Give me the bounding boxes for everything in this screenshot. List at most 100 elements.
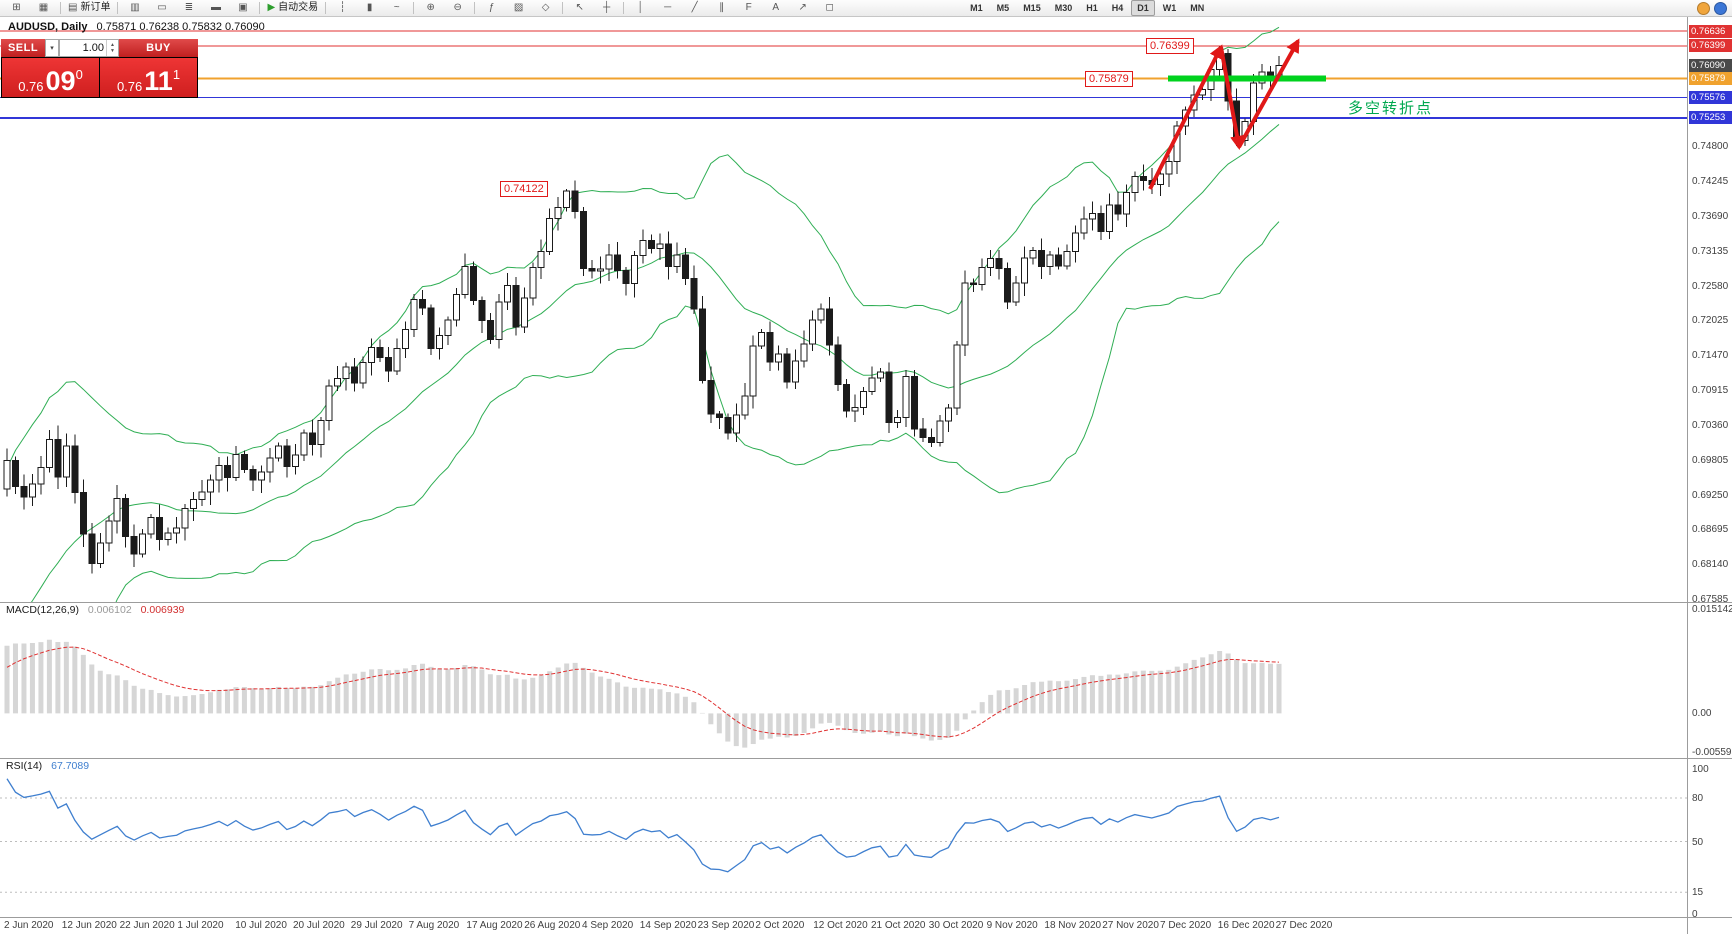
bar-chart-icon[interactable]: ┆ (330, 0, 355, 17)
panel-separators (0, 17, 1732, 934)
price-callout[interactable]: 0.75879 (1085, 71, 1133, 87)
toolbar-separator (413, 2, 415, 14)
sell-button[interactable]: SELL (1, 39, 45, 57)
timeframe-h1[interactable]: H1 (1086, 3, 1098, 13)
price-callout[interactable]: 0.74122 (500, 181, 548, 197)
zoom-in-icon[interactable]: ⊕ (418, 0, 443, 17)
toolbar-separator (562, 2, 564, 14)
chart-profiles-icon[interactable]: ▦ (31, 0, 56, 17)
buy-button[interactable]: BUY (119, 39, 198, 57)
channel-icon[interactable]: ∥ (709, 0, 734, 17)
cursor-icon[interactable]: ↖ (567, 0, 592, 17)
shapes-icon[interactable]: ◻ (817, 0, 842, 17)
bar-chart-icon: ┆ (339, 2, 346, 13)
chart-title: AUDUSD, Daily 0.75871 0.76238 0.75832 0.… (8, 21, 265, 33)
rsi-indicator-label: RSI(14) 67.7089 (6, 760, 89, 772)
shapes-icon: ◻ (825, 2, 834, 13)
macd-panel (4, 639, 1282, 748)
trendline-icon[interactable]: ╱ (682, 0, 707, 17)
trend-arrows[interactable] (1148, 38, 1300, 190)
indicators-icon: ƒ (488, 2, 495, 13)
buy-price-point: 1 (172, 67, 181, 82)
market-watch-icon: ▥ (130, 2, 140, 13)
sell-price-point: 0 (75, 67, 83, 82)
autotrade-button-label: 自动交易 (278, 2, 319, 13)
market-watch-icon[interactable]: ▥ (122, 0, 147, 17)
chevron-down-icon: ▾ (50, 45, 54, 52)
timeframe-m1[interactable]: M1 (970, 3, 983, 13)
horizontal-line-icon: ─ (664, 2, 672, 13)
buy-price-display[interactable]: 0.76 11 1 (100, 58, 197, 97)
navigator-icon[interactable]: ≣ (176, 0, 201, 17)
navigator-icon: ≣ (184, 2, 194, 13)
terminal-icon: ▬ (210, 2, 221, 13)
support-bar[interactable] (1168, 75, 1326, 82)
text-label-icon: A (772, 2, 779, 13)
new-order-button[interactable]: ▤ 新订单 (65, 0, 113, 17)
timeframe-m5[interactable]: M5 (996, 3, 1010, 13)
strategy-tester-icon[interactable]: ▣ (230, 0, 255, 17)
macd-main-value: 0.006102 (87, 604, 132, 616)
main-toolbar: ⊞ ▦ ▤ 新订单 ▥ ▭ ≣ ▬ ▣ ▶ 自动交易 ┆ ▮ ~ ⊕ ⊖ ƒ ▨ ◇ ↖ ┼ │ ─ ╱ ∥ F A ↗ ◻ M1 M5 M1… (0, 0, 1732, 17)
volume-dropdown[interactable]: ▾ (45, 39, 59, 57)
indicators-icon[interactable]: ƒ (479, 0, 504, 17)
stepper-down-icon[interactable]: ▼ (110, 48, 115, 54)
text-label-icon[interactable]: A (763, 0, 788, 17)
timeframe-m15[interactable]: M15 (1023, 3, 1041, 13)
volume-field[interactable]: 1.00 ▲ ▼ (59, 39, 119, 57)
community-icon[interactable] (1697, 1, 1710, 15)
candlestick-chart-icon[interactable]: ▮ (357, 0, 382, 17)
zoom-in-icon: ⊕ (426, 2, 435, 13)
toolbar-separator (325, 2, 327, 14)
timeframe-w1[interactable]: W1 (1162, 3, 1177, 13)
vertical-line-icon[interactable]: │ (628, 0, 653, 17)
price-callout[interactable]: 0.76399 (1146, 38, 1194, 54)
horizontal-line-icon[interactable]: ─ (655, 0, 680, 17)
zoom-out-icon[interactable]: ⊖ (445, 0, 470, 17)
rsi-value: 67.7089 (51, 760, 90, 772)
buy-price-prefix: 0.76 (116, 79, 143, 94)
new-chart-icon: ⊞ (12, 2, 21, 13)
volume-value[interactable]: 1.00 (82, 42, 104, 54)
timeframe-d1[interactable]: D1 (1131, 0, 1155, 16)
volume-stepper[interactable]: ▲ ▼ (106, 40, 118, 56)
data-window-icon: ▭ (157, 2, 167, 13)
timeframe-m30[interactable]: M30 (1054, 3, 1073, 13)
data-window-icon[interactable]: ▭ (149, 0, 174, 17)
sell-price-prefix: 0.76 (18, 79, 44, 94)
timeframe-mn[interactable]: MN (1190, 3, 1205, 13)
line-chart-icon: ~ (393, 2, 400, 13)
turning-point-annotation[interactable]: 多空转折点 (1348, 100, 1434, 117)
crosshair-icon: ┼ (603, 2, 611, 13)
fibonacci-icon[interactable]: F (736, 0, 761, 17)
candlestick-chart-icon: ▮ (366, 2, 373, 13)
trendline-icon: ╱ (691, 2, 698, 13)
terminal-icon[interactable]: ▬ (203, 0, 228, 17)
channel-icon: ∥ (719, 2, 725, 13)
templates-icon[interactable]: ▨ (506, 0, 531, 17)
autotrade-button[interactable]: ▶ 自动交易 (264, 0, 321, 17)
arrow-tool-icon: ↗ (798, 2, 807, 13)
stepper-up-icon[interactable]: ▲ (110, 42, 115, 48)
candles-layer (3, 45, 1283, 574)
toolbar-separator (259, 2, 261, 14)
rsi-panel (0, 778, 1687, 893)
new-chart-icon[interactable]: ⊞ (4, 0, 29, 17)
periods-icon: ◇ (541, 2, 550, 13)
sell-price-display[interactable]: 0.76 09 0 (2, 58, 99, 97)
macd-name: MACD(12,26,9) (6, 604, 79, 616)
line-chart-icon[interactable]: ~ (384, 0, 409, 17)
horizontal-lines[interactable] (0, 30, 1687, 119)
timeframe-h4[interactable]: H4 (1111, 3, 1124, 13)
arrow-tool-icon[interactable]: ↗ (790, 0, 815, 17)
zoom-out-icon: ⊖ (453, 2, 462, 13)
fibonacci-icon: F (745, 2, 752, 13)
crosshair-icon[interactable]: ┼ (594, 0, 619, 17)
toolbar-separator (117, 2, 119, 14)
periods-icon[interactable]: ◇ (533, 0, 558, 17)
new-order-button-label: 新订单 (80, 2, 111, 13)
metaquotes-icon[interactable] (1714, 1, 1727, 15)
chart-ohlc-values: 0.75871 0.76238 0.75832 0.76090 (96, 21, 265, 33)
